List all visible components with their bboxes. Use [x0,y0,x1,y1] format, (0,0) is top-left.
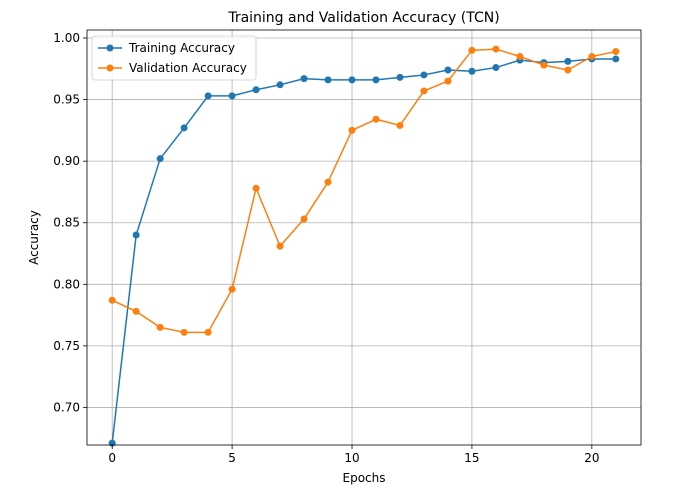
plot-frame [86,29,642,446]
y-tick-label: 0.80 [53,277,80,291]
series-0-point [492,64,500,72]
legend: Training Accuracy Validation Accuracy [91,35,257,81]
y-tick-label: 1.00 [53,31,80,45]
series-0-point [372,76,380,84]
legend-label: Validation Accuracy [129,61,247,75]
series-0-point [444,66,452,74]
series-1-point [396,121,404,129]
series-0-point [468,67,476,75]
y-tick-label: 0.70 [53,400,80,414]
x-axis-label: Epochs [343,471,386,485]
series-1-point [300,215,308,223]
legend-marker [106,44,114,52]
series-0-point [612,55,620,63]
legend-label: Training Accuracy [128,41,235,55]
y-tick-label: 0.85 [53,216,80,230]
series-line-0 [111,58,616,444]
series-0-point [180,124,188,132]
series-1-point [132,307,140,315]
legend-box [91,35,257,81]
x-tick-label: 15 [464,451,479,465]
series-1-point [588,52,596,60]
chart-title: Training and Validation Accuracy (TCN) [227,10,499,26]
series-0-point [252,86,260,94]
series-1-point [180,328,188,336]
y-tick-label: 0.95 [53,93,80,107]
y-tick-label: 0.90 [53,154,80,168]
series-1-point [612,48,620,56]
series-1-point [372,115,380,123]
series-0-point [276,81,284,89]
series-1-point [492,45,500,53]
series-1-point [348,126,356,134]
x-tick-label: 20 [584,451,599,465]
series-1-point [228,285,236,293]
series-0-point [228,92,236,100]
series-layer [108,45,620,447]
series-0-point [420,71,428,79]
series-1-point [516,52,524,60]
series-0-point [204,92,212,100]
y-tick-label: 0.75 [53,339,80,353]
x-tick-label: 0 [108,451,116,465]
series-0-point [348,76,356,84]
series-1-point [444,77,452,85]
series-1-point [156,323,164,331]
series-1-point [468,46,476,54]
series-0-point [300,75,308,83]
series-1-point [108,296,116,304]
series-1-point [540,61,548,69]
x-tick-label: 10 [344,451,359,465]
series-0-point [132,231,140,239]
series-1-point [564,66,572,74]
grid-layer [87,30,641,445]
series-1-point [420,87,428,95]
series-1-point [324,178,332,186]
series-line-1 [111,48,616,334]
y-axis-label: Accuracy [27,210,41,265]
series-0-point [156,155,164,163]
series-0-point [564,57,572,65]
x-tick-label: 5 [228,451,236,465]
series-1-point [276,242,284,250]
tick-layer: 0 5 10 15 20 0.70 0.75 0.80 0.85 0.90 0.95 1.00 [53,31,599,465]
series-1-point [252,184,260,192]
series-0-point [396,73,404,81]
legend-marker [106,64,114,72]
series-1-point [204,328,212,336]
series-0-point [324,76,332,84]
